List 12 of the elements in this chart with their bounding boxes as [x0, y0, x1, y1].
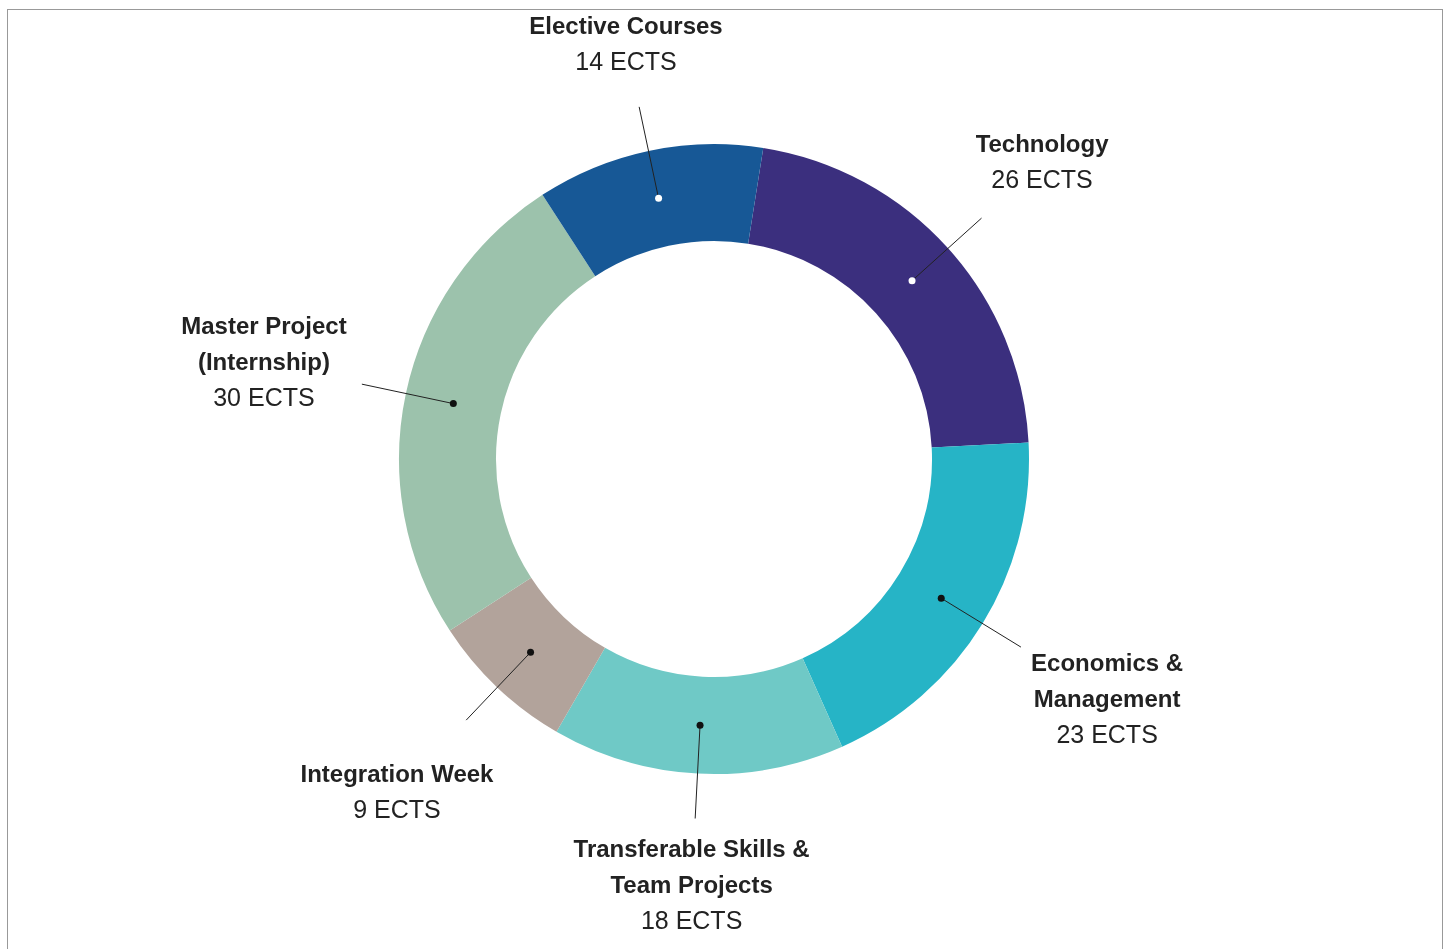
data-label: 14 ECTS — [575, 46, 677, 75]
data-label: 30 ECTS — [213, 383, 315, 412]
data-label: 18 ECTS — [640, 906, 743, 935]
data-label: 26 ECTS — [991, 165, 1093, 194]
data-label: 23 ECTS — [1056, 719, 1158, 748]
data-label: 9 ECTS — [353, 794, 441, 823]
slice-label: Master Project (Internship) — [181, 311, 347, 375]
slice-label: Transferable Skills & Team Projects — [573, 835, 810, 899]
slice-label: Integration Week — [300, 759, 495, 787]
slice-label: Economics & Management — [1031, 648, 1184, 712]
slice-label: Elective Courses — [529, 11, 723, 39]
slice-label: Technology — [975, 130, 1110, 158]
